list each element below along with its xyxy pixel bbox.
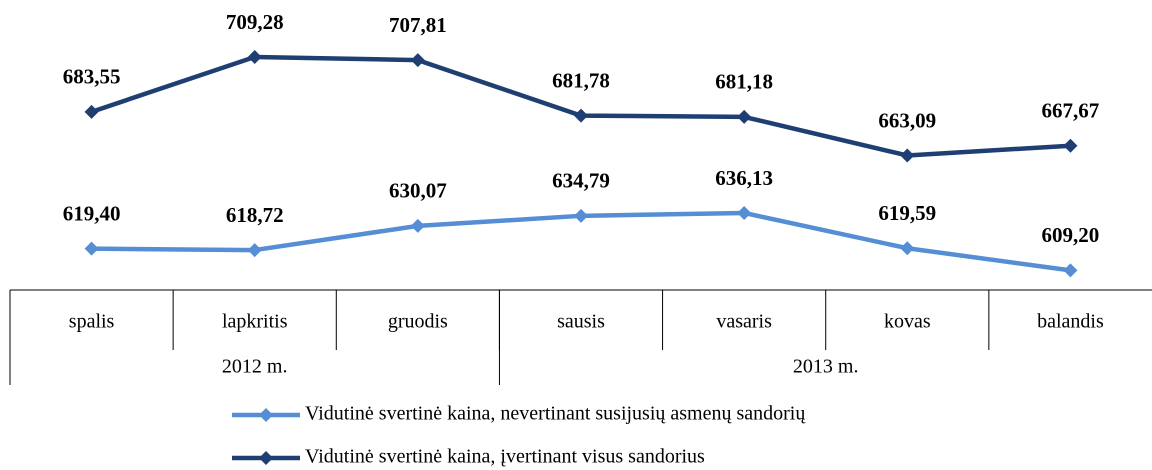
marker (1063, 138, 1078, 153)
x-tick-label: balandis (1037, 311, 1104, 333)
marker (247, 49, 262, 64)
x-tick-label: sausis (557, 311, 605, 333)
data-label: 619,40 (63, 201, 121, 225)
group-label: 2013 m. (793, 356, 859, 378)
legend-label: Vidutinė svertinė kaina, nevertinant sus… (305, 403, 806, 425)
marker (84, 241, 99, 256)
marker (574, 108, 588, 123)
data-label: 619,59 (878, 201, 936, 225)
marker (737, 205, 752, 220)
data-label: 709,28 (226, 10, 284, 34)
marker (1063, 263, 1078, 278)
marker (84, 104, 99, 119)
data-label: 683,55 (63, 65, 121, 89)
data-label: 618,72 (226, 203, 284, 227)
data-label: 667,67 (1042, 99, 1100, 123)
marker (247, 243, 262, 258)
legend-marker (259, 451, 273, 465)
data-label: 636,13 (715, 166, 773, 190)
marker (900, 148, 915, 163)
data-label: 634,79 (552, 169, 610, 193)
x-tick-label: gruodis (388, 311, 448, 333)
data-label: 681,18 (715, 70, 773, 94)
marker (900, 241, 915, 256)
x-tick-label: lapkritis (222, 311, 288, 333)
data-label: 663,09 (878, 108, 936, 132)
data-label: 630,07 (389, 179, 447, 203)
data-label: 707,81 (389, 13, 447, 37)
marker (410, 53, 425, 68)
marker (410, 218, 425, 233)
x-tick-label: spalis (69, 311, 115, 333)
x-tick-label: vasaris (716, 311, 772, 333)
marker (574, 208, 588, 223)
legend-marker (259, 408, 273, 422)
marker (737, 109, 752, 124)
data-label: 681,78 (552, 68, 610, 92)
x-tick-label: kovas (884, 311, 931, 333)
legend-label: Vidutinė svertinė kaina, įvertinant visu… (305, 446, 705, 468)
group-label: 2012 m. (222, 356, 288, 378)
data-label: 609,20 (1042, 223, 1100, 247)
